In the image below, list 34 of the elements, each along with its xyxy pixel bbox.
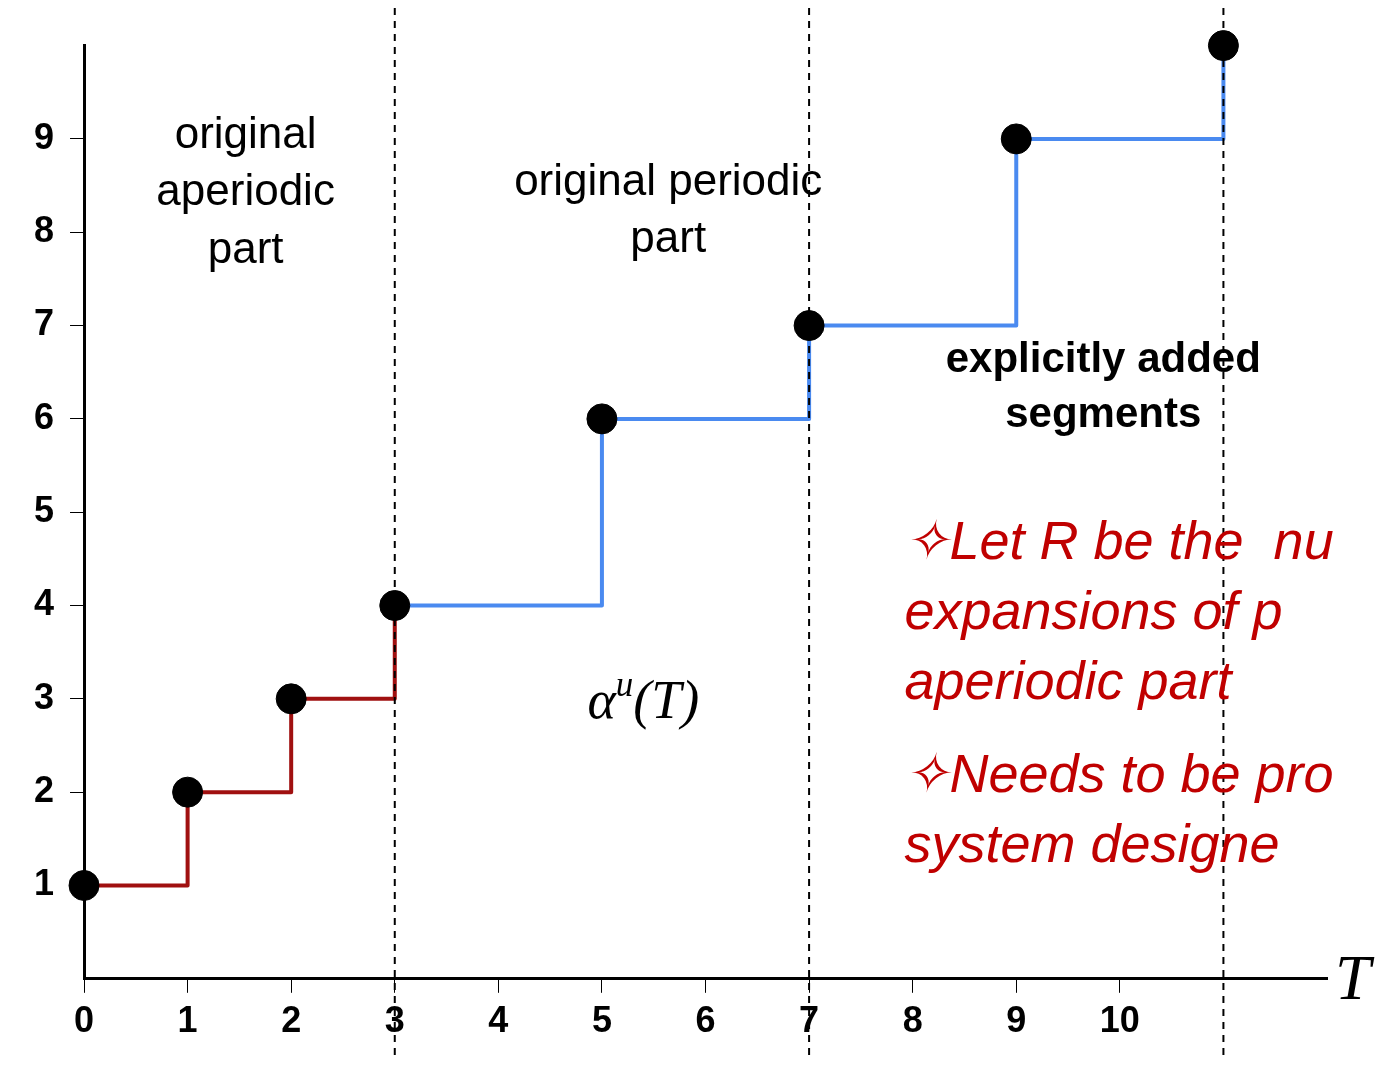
x-tick-label: 8	[902, 999, 923, 1041]
point	[172, 776, 204, 808]
y-tick-label: 2	[33, 769, 55, 811]
x-tick-label: 6	[695, 999, 716, 1041]
y-tick-label: 4	[33, 582, 55, 624]
x-tick-label: 0	[74, 999, 95, 1041]
y-tick-label: 3	[33, 675, 55, 717]
y-tick-label: 7	[33, 302, 55, 344]
point	[1207, 30, 1239, 62]
y-tick-label: 5	[33, 489, 55, 531]
point	[275, 683, 307, 715]
x-tick-label: 4	[488, 999, 509, 1041]
y-tick-label: 6	[33, 395, 55, 437]
x-tick-label: 9	[1006, 999, 1027, 1041]
y-tick-label: 1	[33, 862, 55, 904]
y-tick-label: 8	[33, 209, 55, 251]
annotation: original periodic part	[514, 154, 823, 262]
point	[379, 590, 411, 622]
x-tick-label: 1	[177, 999, 198, 1041]
annotation: ✧Needs to be pro system designe	[904, 743, 1334, 874]
x-tick-label: 5	[591, 999, 612, 1041]
point	[68, 869, 100, 901]
x-axis-title: T	[1335, 941, 1375, 1013]
point	[793, 310, 825, 342]
x-tick-label: 10	[1099, 999, 1140, 1041]
x-tick-label: 3	[384, 999, 405, 1041]
annotation: original aperiodic part	[156, 108, 335, 272]
x-tick-label: 7	[799, 999, 820, 1041]
annotation: explicitly added segments	[945, 334, 1261, 436]
y-tick-label: 9	[33, 115, 55, 157]
point	[1000, 123, 1032, 155]
x-tick-label: 2	[281, 999, 302, 1041]
point	[586, 403, 618, 435]
annotation: ✧Let R be the nu expansions of p aperiodic part	[904, 509, 1334, 711]
